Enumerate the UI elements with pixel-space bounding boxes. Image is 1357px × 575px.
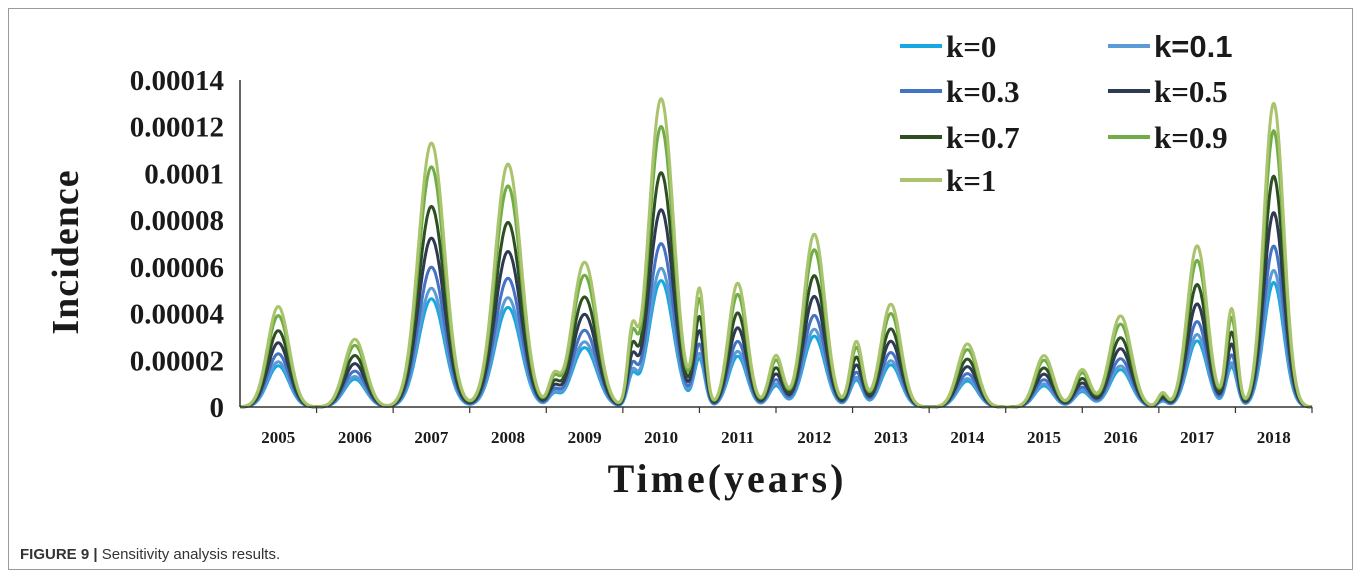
- legend-label: k=1: [946, 163, 996, 198]
- x-tick-label: 2016: [1104, 428, 1138, 447]
- series-line-k-0-5: [239, 208, 1313, 409]
- x-tick-label: 2012: [797, 428, 831, 447]
- legend-label: k=0.1: [1154, 29, 1232, 64]
- x-tick-label: 2014: [950, 428, 985, 447]
- figure-caption: FIGURE 9 | Sensitivity analysis results.: [20, 546, 280, 563]
- series-line-k-0-7: [239, 171, 1313, 409]
- legend-label: k=0.9: [1154, 120, 1228, 155]
- y-tick-label: 0.00004: [130, 299, 224, 331]
- series-line-k-1: [239, 97, 1313, 409]
- figure-caption-text: Sensitivity analysis results.: [101, 546, 281, 563]
- legend-label: k=0.7: [946, 120, 1020, 155]
- x-tick-label: 2010: [644, 428, 678, 447]
- x-tick-label: 2008: [491, 428, 525, 447]
- x-tick-label: 2018: [1257, 428, 1291, 447]
- x-tick-label: 2009: [568, 428, 602, 447]
- x-tick-label: 2006: [338, 428, 372, 447]
- x-tick-label: 2015: [1027, 428, 1061, 447]
- y-tick-label: 0.00002: [130, 345, 224, 377]
- y-tick-label: 0.0001: [144, 158, 224, 190]
- y-tick-label: 0: [210, 392, 225, 424]
- y-axis-title: Incidence: [45, 169, 87, 334]
- x-tick-label: 2005: [261, 428, 295, 447]
- x-axis-title: Time(years): [608, 456, 847, 501]
- y-tick-labels: 0 0.00002 0.00004 0.00006 0.00008 0.0001 0.000…: [130, 65, 224, 424]
- y-tick-label: 0.00006: [130, 252, 224, 284]
- y-tick-label: 0.00012: [130, 112, 224, 144]
- y-tick-label: 0.00008: [130, 205, 224, 237]
- x-tick-label: 2007: [414, 428, 449, 447]
- x-tick-labels: 2005 2006 2007 2008 2009 2010 2011 2012 2013 2014…: [261, 407, 1313, 447]
- legend-label: k=0.5: [1154, 74, 1228, 109]
- legend: k=0 k=0.1 k=0.3 k=0.5 k=0.7 k=0.9 k=1: [900, 29, 1232, 198]
- series-line-k-0-9: [239, 124, 1313, 409]
- series-line-k-0-3: [239, 242, 1313, 409]
- x-tick-label: 2017: [1180, 428, 1215, 447]
- y-tick-label: 0.00014: [130, 65, 224, 97]
- axes-layer: [239, 80, 1312, 408]
- series-layer: [239, 97, 1313, 409]
- legend-label: k=0: [946, 29, 996, 64]
- figure-frame: [8, 8, 1353, 570]
- x-tick-label: 2013: [874, 428, 908, 447]
- figure-label: FIGURE 9 |: [20, 546, 98, 563]
- legend-label: k=0.3: [946, 74, 1020, 109]
- x-tick-label: 2011: [721, 428, 754, 447]
